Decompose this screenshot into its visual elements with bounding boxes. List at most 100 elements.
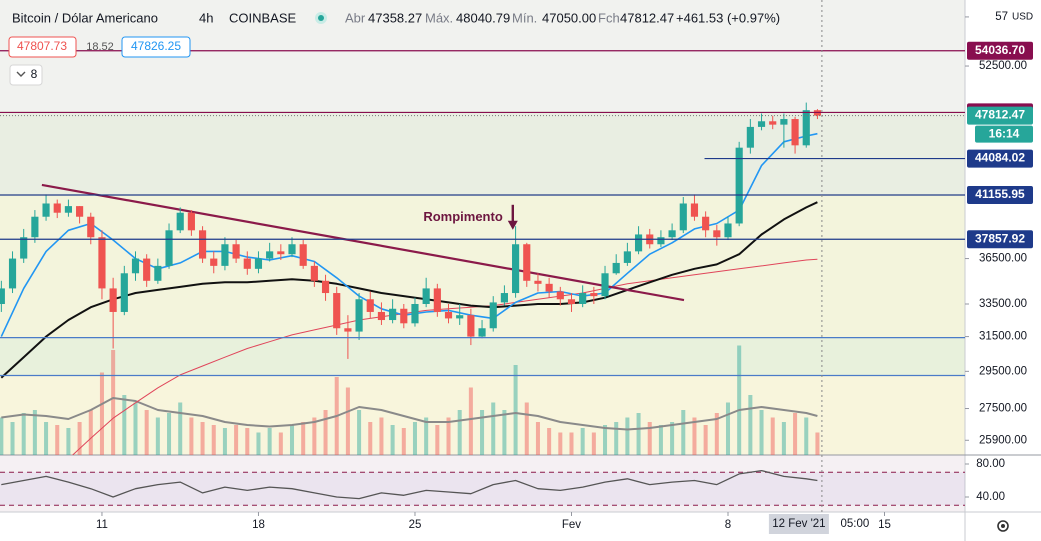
price-label: 41155.95 xyxy=(975,187,1025,201)
volume-bar xyxy=(278,432,283,455)
candle-body xyxy=(411,303,419,324)
ohlc-label: Mín. xyxy=(512,10,537,25)
candle-body xyxy=(668,230,676,238)
ask: 47826.25 xyxy=(131,39,181,53)
price-label-box xyxy=(967,149,1033,168)
volume-bar xyxy=(513,365,518,455)
candle-body xyxy=(769,121,777,125)
volume-bar xyxy=(658,425,663,455)
candle-body xyxy=(288,244,296,255)
x-tick-label: 18 xyxy=(252,519,265,531)
volume-bar xyxy=(748,395,753,455)
volume-bar xyxy=(0,417,4,455)
candle-body xyxy=(299,244,307,266)
volume-bar xyxy=(569,432,574,455)
x-tick-label: 25 xyxy=(409,519,422,531)
volume-bar xyxy=(737,345,742,455)
zone xyxy=(0,111,965,194)
ohlc-value: 47812.47 xyxy=(620,10,674,25)
candle-body xyxy=(791,119,799,146)
candle-body xyxy=(679,203,687,231)
volume-bar xyxy=(770,417,775,455)
candle-body xyxy=(780,119,788,125)
indicators-toggle[interactable] xyxy=(9,64,43,86)
volume-bar xyxy=(155,417,160,455)
bid: 47807.73 xyxy=(17,39,67,53)
settings-icon[interactable] xyxy=(997,520,1009,532)
candle-body xyxy=(746,126,754,148)
candle-body xyxy=(176,212,184,231)
candle-body xyxy=(612,262,620,274)
volume-bar xyxy=(681,410,686,455)
candle-body xyxy=(523,244,531,281)
volume-bar xyxy=(491,402,496,455)
volume-bar xyxy=(289,425,295,455)
volume-bar xyxy=(793,413,798,455)
rsi-pane xyxy=(0,455,965,512)
candle-body xyxy=(20,237,28,259)
y-tick-label: 57 xyxy=(995,11,1008,23)
candle-body xyxy=(556,291,564,300)
volume-bar xyxy=(368,422,373,455)
x-tick-label: 11 xyxy=(96,519,108,531)
candle-body xyxy=(601,273,609,297)
zone xyxy=(0,376,965,455)
volume-bar xyxy=(234,425,239,455)
candle-body xyxy=(266,251,274,259)
volume-bar xyxy=(524,402,529,455)
volume-bar xyxy=(222,428,227,455)
volume-bar xyxy=(390,425,395,455)
volume-bar xyxy=(703,425,708,455)
volume-bar xyxy=(88,410,93,455)
candle-body xyxy=(8,258,17,289)
current-price: 47812.47 xyxy=(975,108,1025,122)
volume-bar xyxy=(99,372,104,455)
candle-body xyxy=(377,311,386,321)
trendline xyxy=(41,183,685,302)
ask-box[interactable] xyxy=(121,36,191,58)
volume-bar xyxy=(647,422,652,455)
volume-bar xyxy=(424,417,429,455)
candle-body xyxy=(120,273,128,312)
volume-bar xyxy=(580,428,585,455)
ohlc-value: 47358.27 xyxy=(368,10,422,25)
candle-body xyxy=(76,206,84,217)
candle-body xyxy=(31,216,39,238)
volume-bar xyxy=(435,425,440,455)
countdown: 16:14 xyxy=(989,127,1020,141)
candle-body xyxy=(389,308,397,321)
candle-body xyxy=(109,288,117,312)
candle-body xyxy=(187,212,195,231)
candle-body xyxy=(42,203,50,217)
volume-bar xyxy=(714,413,719,455)
candle-body xyxy=(243,258,251,269)
y-tick-label: 31500.00 xyxy=(979,331,1027,343)
volume-bar xyxy=(457,410,462,455)
volume-bar xyxy=(670,422,675,455)
candle-body xyxy=(321,280,330,294)
candle-body xyxy=(355,299,363,332)
volume-bar xyxy=(804,417,809,455)
rsi-line xyxy=(1,469,818,500)
candle-body xyxy=(489,302,497,329)
volume-ma xyxy=(1,397,818,431)
candle-body xyxy=(254,258,263,269)
candle-body xyxy=(690,203,699,217)
axis-unit: USD xyxy=(1012,12,1033,23)
annotation-arrowhead xyxy=(507,220,518,230)
volume-bar xyxy=(357,410,362,455)
bid-box[interactable] xyxy=(8,36,77,58)
volume-bar xyxy=(189,417,194,455)
candle-body xyxy=(131,258,140,274)
candle-body xyxy=(512,244,520,294)
candle-body xyxy=(478,328,486,337)
volume-bar xyxy=(144,410,149,455)
current-price-box xyxy=(967,106,1033,125)
candle-body xyxy=(232,244,240,259)
volume-bar xyxy=(55,425,60,455)
candle-body xyxy=(757,121,766,127)
volume-bar xyxy=(468,387,473,455)
candle-body xyxy=(500,293,508,303)
plot xyxy=(0,102,822,455)
